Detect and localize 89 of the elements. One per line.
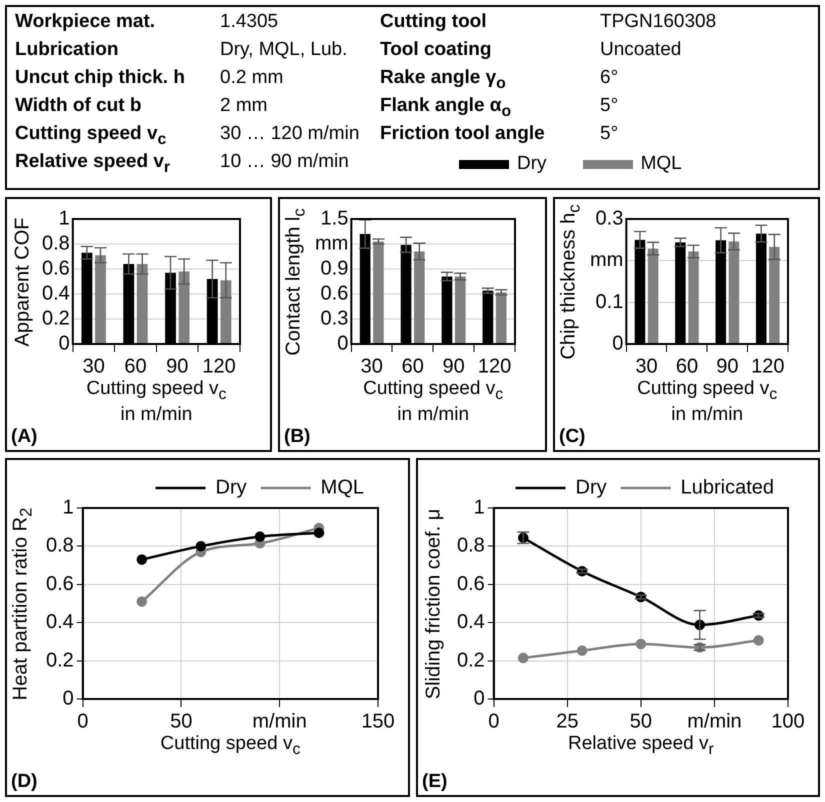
y-tick-label: 0.6 xyxy=(456,572,485,595)
x-tick-label: 120 xyxy=(202,356,236,378)
text: (B) xyxy=(284,426,310,448)
text: 5° xyxy=(600,123,620,146)
text: Lubrication xyxy=(15,39,120,62)
text: 0.2 mm xyxy=(220,67,284,90)
text: MQL xyxy=(640,153,682,174)
y-tick-label: 0.8 xyxy=(46,534,74,557)
x-tick-label: 60 xyxy=(402,356,424,378)
y-axis-title: Apparent COF xyxy=(12,217,34,346)
y-tick-label: 0 xyxy=(58,332,70,355)
y-tick-label: 0.2 xyxy=(42,308,70,330)
legend-label: Dry xyxy=(216,476,247,499)
text: (E) xyxy=(422,771,448,793)
x-tick-label: 25 xyxy=(556,710,578,733)
y-tick-label: 1 xyxy=(58,208,70,230)
text: 30 … 120 m/min xyxy=(220,123,360,146)
y-tick-label: mm xyxy=(590,249,624,272)
text: (C) xyxy=(559,426,586,448)
text: 6° xyxy=(600,67,620,90)
y-tick-label: 0.2 xyxy=(456,649,485,672)
text: Width of cut b xyxy=(15,95,142,118)
text: Cutting speed v$_{c}$ in m/min xyxy=(86,378,226,425)
x-tick-label: 120 xyxy=(751,356,784,378)
text: Friction tool angle xyxy=(380,123,546,146)
x-tick-label: m/min xyxy=(252,710,307,733)
y-tick-label: mm xyxy=(314,232,348,255)
text: Uncoated xyxy=(600,39,682,62)
y-tick-label: 0.4 xyxy=(42,282,70,305)
y-tick-label: 1 xyxy=(62,496,74,519)
y-tick-label: 0.4 xyxy=(456,611,485,634)
x-tick-label: 30 xyxy=(635,356,658,378)
x-tick-label: 50 xyxy=(170,710,192,733)
y-tick-label: 0 xyxy=(62,688,74,710)
text: Dry, MQL, Lub. xyxy=(220,39,348,62)
x-tick-label: 0 xyxy=(488,710,500,733)
y-tick-label: 0.1 xyxy=(596,290,624,313)
x-tick-label: 120 xyxy=(478,356,512,378)
x-tick-label: 90 xyxy=(442,356,465,378)
x-tick-label: 0 xyxy=(77,710,88,733)
text: Cutting speed v$_{c}$ in m/min xyxy=(637,378,778,425)
text: Flank angle α$_{o}$ xyxy=(380,95,512,122)
y-tick-label: 0 xyxy=(474,688,485,710)
text: TPGN160308 xyxy=(600,11,718,34)
text: Dry xyxy=(517,153,547,174)
x-axis-title: Relative speed v$_{r}$ xyxy=(568,733,714,759)
x-tick-label: 60 xyxy=(676,356,698,378)
text: 5° xyxy=(600,95,620,118)
x-tick-label: 60 xyxy=(124,356,147,378)
text: Cutting tool xyxy=(380,11,488,34)
y-axis-title: Sliding friction coef. μ xyxy=(422,508,446,699)
x-tick-label: 30 xyxy=(360,356,383,378)
y-tick-label: 0.6 xyxy=(46,572,74,595)
text: 1.4305 xyxy=(220,11,280,34)
y-tick-label: 0 xyxy=(612,332,624,355)
legend-label: MQL xyxy=(320,476,364,499)
text: (A) xyxy=(11,426,38,448)
text: 10 … 90 m/min xyxy=(220,151,350,174)
x-tick-label: 30 xyxy=(82,356,105,378)
x-tick-label: 100 xyxy=(771,710,805,733)
x-axis-title: Cutting speed v$_{c}$ xyxy=(160,733,300,759)
y-tick-label: 0.2 xyxy=(46,649,74,672)
text: Rake angle γ$_{o}$ xyxy=(380,67,507,94)
text: Cutting speed v$_{c}$ in m/min xyxy=(363,378,504,425)
y-tick-label: 0.8 xyxy=(456,534,485,557)
x-tick-label: 150 xyxy=(361,710,395,733)
text: Workpiece mat. xyxy=(15,11,156,34)
y-tick-label: 1 xyxy=(474,496,485,519)
y-tick-label: 0 xyxy=(337,332,348,355)
text: Tool coating xyxy=(380,39,493,62)
x-tick-label: 90 xyxy=(716,356,738,378)
text: (D) xyxy=(11,771,38,793)
text: Uncut chip thick. h xyxy=(15,67,186,90)
legend-label: Lubricated xyxy=(680,476,774,499)
y-tick-label: 0.8 xyxy=(42,232,70,255)
text: Relative speed v$_{r}$ xyxy=(15,151,172,178)
y-tick-label: 0.9 xyxy=(320,258,348,280)
text: Cutting speed v$_{c}$ xyxy=(15,123,168,150)
text: 2 mm xyxy=(220,95,268,118)
y-tick-label: 0.3 xyxy=(320,308,348,330)
y-tick-label: 1.5 xyxy=(320,208,348,230)
y-tick-label: 0.6 xyxy=(42,258,70,280)
legend-label: Dry xyxy=(576,476,607,499)
x-tick-label: 90 xyxy=(166,356,188,378)
x-tick-label: 50 xyxy=(630,710,652,733)
y-tick-label: 0.3 xyxy=(596,208,624,230)
y-tick-label: 0.6 xyxy=(320,282,348,305)
y-tick-label: 0.4 xyxy=(46,611,74,634)
x-tick-label: m/min xyxy=(687,710,742,733)
